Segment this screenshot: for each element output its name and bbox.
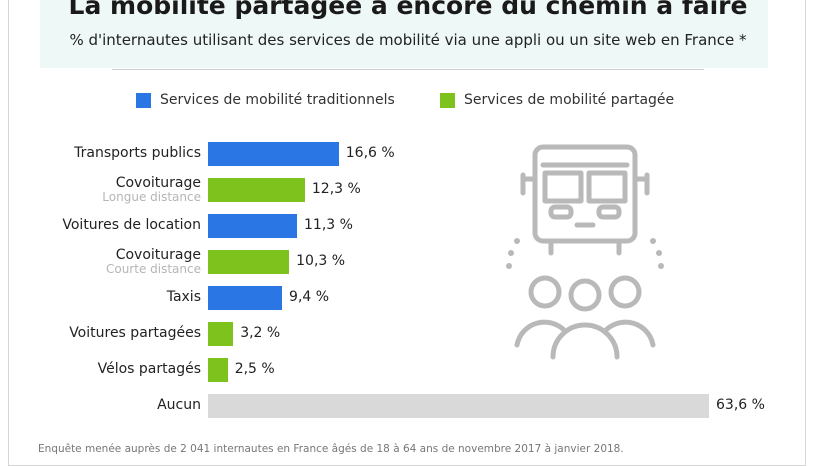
- category-sublabel: Longue distance: [102, 190, 201, 204]
- legend-swatch-traditional: [136, 92, 151, 108]
- data-label: 11,3 %: [304, 217, 353, 233]
- category-name: Aucun: [157, 397, 201, 413]
- category-sublabel: Courte distance: [105, 262, 201, 276]
- category-label: Voitures partagées: [69, 325, 201, 342]
- category-label: Transports publics: [74, 145, 201, 162]
- category-label: Covoiturage Longue distance: [102, 175, 201, 203]
- legend-label-traditional: Services de mobilité traditionnels: [160, 92, 395, 108]
- data-label: 12,3 %: [311, 181, 361, 197]
- category-label: Voitures de location: [62, 217, 201, 234]
- header-divider: [112, 69, 704, 70]
- category-name: Voitures partagées: [69, 325, 201, 341]
- category-label: Covoiturage Courte distance: [106, 247, 201, 275]
- bus-and-people-icon: [506, 144, 664, 360]
- bar: [208, 394, 709, 418]
- legend-item-traditional: Services de mobilité traditionnels: [136, 92, 395, 108]
- legend-item-shared: Services de mobilité partagée: [440, 92, 674, 108]
- category-name: Covoiturage: [115, 175, 201, 191]
- data-label: 63,6 %: [716, 397, 765, 413]
- category-name: Taxis: [166, 289, 201, 305]
- category-name: Voitures de location: [62, 217, 201, 233]
- chart-subtitle: % d'internautes utilisant des services d…: [69, 31, 747, 49]
- data-label: 9,4 %: [289, 289, 330, 305]
- bar: [208, 250, 290, 274]
- data-label: 16,6 %: [345, 145, 395, 161]
- category-name: Covoiturage: [115, 247, 201, 263]
- bar: [208, 322, 234, 346]
- footnote: Enquête menée auprès de 2 041 internaute…: [38, 443, 624, 455]
- bar: [208, 214, 297, 238]
- header-panel: [40, 0, 768, 68]
- category-name: Transports publics: [74, 145, 201, 161]
- category-name: Vélos partagés: [97, 361, 201, 377]
- category-label: Taxis: [167, 289, 201, 306]
- legend-label-shared: Services de mobilité partagée: [464, 92, 675, 108]
- bar: [208, 142, 339, 166]
- category-label: Vélos partagés: [98, 361, 201, 378]
- chart-title: La mobilité partagée a encore du chemin …: [68, 0, 748, 20]
- bar: [208, 286, 283, 310]
- legend-swatch-shared: [440, 92, 455, 108]
- data-label: 2,5 %: [234, 361, 275, 377]
- category-label: Aucun: [157, 397, 201, 414]
- chart-frame: [8, 0, 806, 466]
- bar: [208, 178, 305, 202]
- bar: [208, 358, 228, 382]
- data-label: 10,3 %: [296, 253, 346, 269]
- data-label: 3,2 %: [240, 325, 281, 341]
